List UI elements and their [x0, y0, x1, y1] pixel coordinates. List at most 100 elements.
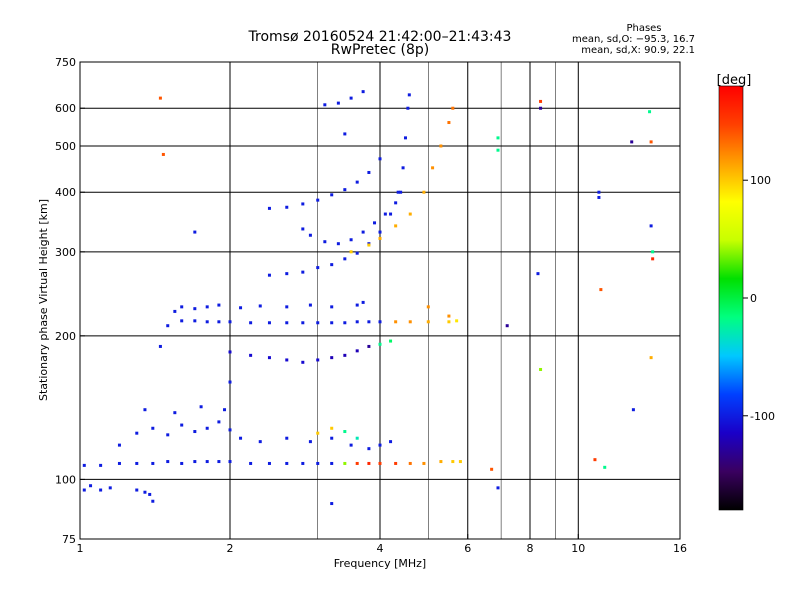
- data-point: [539, 367, 543, 371]
- x-tick-label: 1: [77, 542, 84, 555]
- data-point: [308, 233, 312, 237]
- data-point: [193, 230, 197, 234]
- data-point: [355, 303, 359, 307]
- data-point: [316, 321, 320, 325]
- y-tick-label: 600: [55, 102, 76, 115]
- data-point: [308, 440, 312, 444]
- data-point: [422, 190, 426, 194]
- data-point: [426, 320, 430, 324]
- data-point: [367, 243, 371, 247]
- colorbar-tick-label: 0: [750, 292, 757, 305]
- y-tick-label: 400: [55, 186, 76, 199]
- data-point: [355, 320, 359, 324]
- data-point: [173, 411, 177, 415]
- data-point: [343, 353, 347, 357]
- x-tick-label: 16: [673, 542, 687, 555]
- data-point: [151, 461, 155, 465]
- data-point: [378, 236, 382, 240]
- data-point: [455, 319, 459, 323]
- data-point: [630, 140, 634, 144]
- data-point: [451, 106, 455, 110]
- data-point: [180, 319, 184, 323]
- data-point: [447, 121, 451, 125]
- data-point: [217, 320, 221, 324]
- data-point: [285, 358, 289, 362]
- data-point: [367, 447, 371, 451]
- data-point: [323, 240, 327, 244]
- data-point: [99, 463, 103, 467]
- data-point: [323, 103, 327, 107]
- data-point: [394, 320, 398, 324]
- data-point: [649, 356, 653, 360]
- data-point: [135, 431, 139, 435]
- data-point: [267, 356, 271, 360]
- data-point: [403, 136, 407, 140]
- data-point: [267, 321, 271, 325]
- data-point: [394, 461, 398, 465]
- data-point: [361, 230, 365, 234]
- data-point: [217, 420, 221, 424]
- data-point: [355, 251, 359, 255]
- data-point: [389, 212, 393, 216]
- data-point: [285, 272, 289, 276]
- data-points: [82, 90, 655, 506]
- data-point: [228, 320, 232, 324]
- x-tick-label: 2: [227, 542, 234, 555]
- data-point: [431, 166, 435, 170]
- x-tick-label: 6: [464, 542, 471, 555]
- data-point: [82, 463, 86, 467]
- data-point: [301, 461, 305, 465]
- data-point: [193, 460, 197, 464]
- y-tick-label: 500: [55, 140, 76, 153]
- data-point: [343, 188, 347, 192]
- data-point: [422, 461, 426, 465]
- data-point: [367, 344, 371, 348]
- data-point: [258, 304, 262, 308]
- data-point: [89, 484, 93, 488]
- data-point: [355, 349, 359, 353]
- data-point: [330, 461, 334, 465]
- y-tick-label: 75: [62, 533, 76, 546]
- data-point: [161, 152, 165, 156]
- data-point: [135, 488, 139, 492]
- data-point: [301, 270, 305, 274]
- data-point: [378, 443, 382, 447]
- colorbar-ticks: 100 0 -100: [743, 174, 775, 423]
- data-point: [330, 263, 334, 267]
- y-tick-marks: 75 100 200 300 400 500 600 750: [55, 56, 85, 546]
- data-point: [336, 101, 340, 105]
- data-point: [426, 305, 430, 309]
- data-point: [648, 110, 652, 114]
- data-point: [135, 461, 139, 465]
- data-point: [539, 99, 543, 103]
- data-point: [389, 440, 393, 444]
- data-point: [536, 272, 540, 276]
- data-point: [301, 360, 305, 364]
- data-point: [301, 227, 305, 231]
- data-point: [193, 430, 197, 434]
- data-point: [330, 426, 334, 430]
- data-point: [205, 320, 209, 324]
- data-point: [439, 144, 443, 148]
- data-point: [408, 320, 412, 324]
- y-axis-label: Stationary phase Virtual Height [km]: [37, 199, 50, 401]
- data-point: [330, 193, 334, 197]
- colorbar: [718, 85, 744, 511]
- data-point: [158, 344, 162, 348]
- data-point: [458, 460, 462, 464]
- data-point: [367, 170, 371, 174]
- data-point: [193, 307, 197, 311]
- data-point: [249, 461, 253, 465]
- phases-x-stats: mean, sd,X: 90.9, 22.1: [581, 45, 695, 56]
- data-point: [378, 320, 382, 324]
- data-point: [389, 339, 393, 343]
- data-point: [451, 460, 455, 464]
- data-point: [343, 430, 347, 434]
- data-point: [651, 257, 655, 261]
- data-point: [217, 460, 221, 464]
- data-point: [239, 306, 243, 310]
- y-tick-label: 750: [55, 56, 76, 69]
- data-point: [158, 96, 162, 100]
- data-point: [343, 321, 347, 325]
